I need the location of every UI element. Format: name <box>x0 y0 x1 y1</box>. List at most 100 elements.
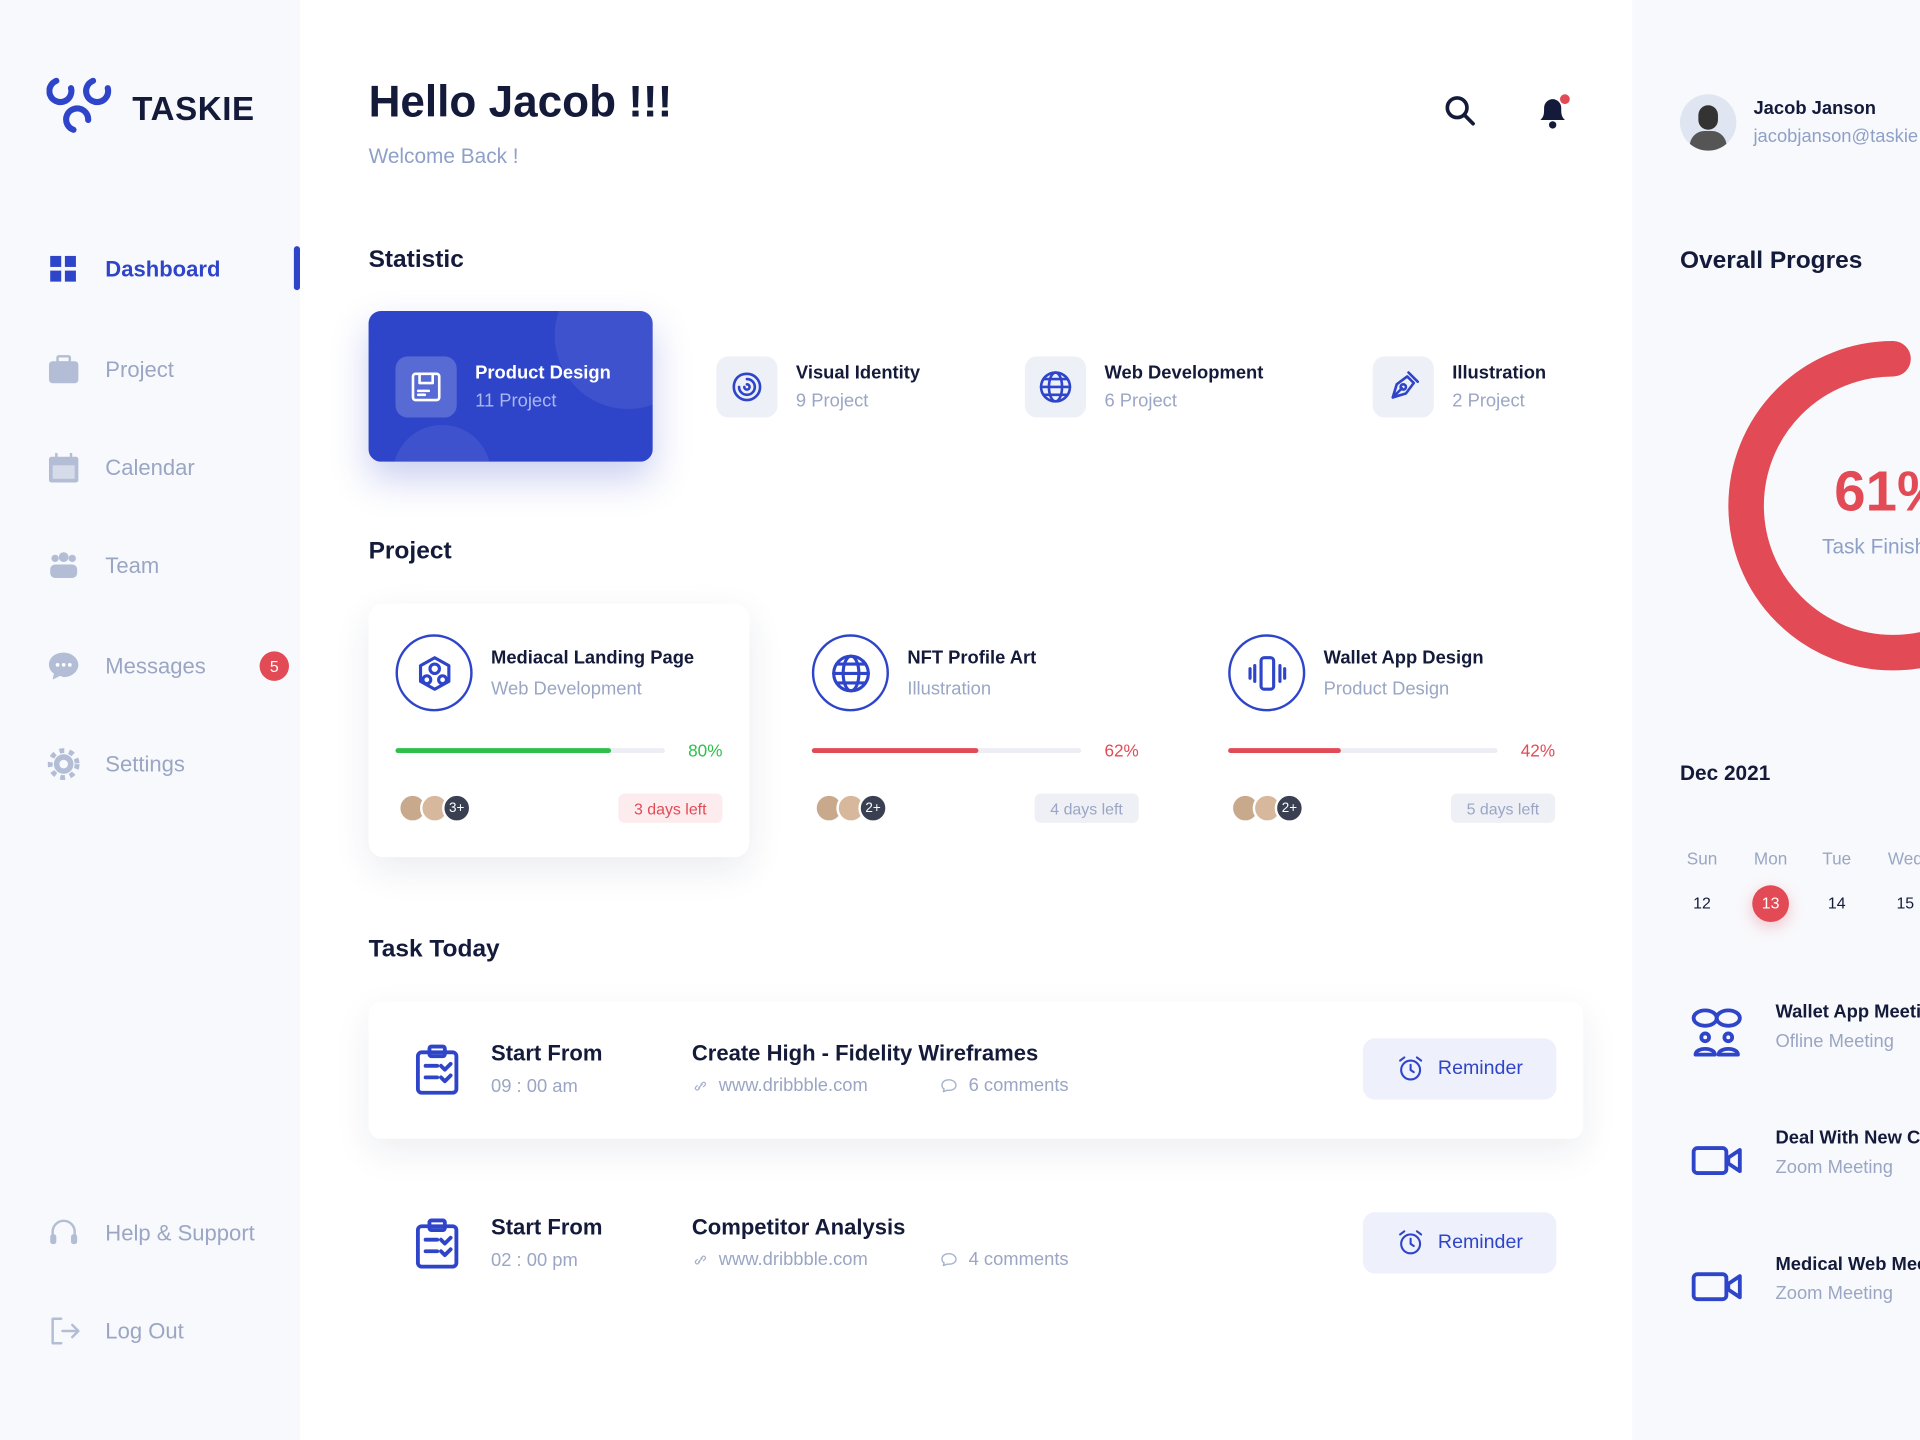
extra-members: 2+ <box>858 793 888 823</box>
task-row[interactable]: Start From 09 : 00 am Create High - Fideli… <box>368 1001 1584 1139</box>
meeting-type: Zoom Meeting <box>1775 1157 1893 1178</box>
messages-badge: 5 <box>259 651 289 681</box>
task-row[interactable]: Start From 02 : 00 pm Competitor Analysis w… <box>369 1176 1584 1313</box>
stat-card-illustration[interactable]: Illustration 2 Project <box>1372 311 1546 462</box>
days-left-badge: 4 days left <box>1034 793 1139 823</box>
task-title: Competitor Analysis <box>691 1214 906 1240</box>
days-left-badge: 3 days left <box>618 793 723 823</box>
reminder-button[interactable]: Reminder <box>1362 1212 1557 1274</box>
team-icon <box>50 552 78 578</box>
sidebar-item-settings[interactable]: Settings <box>47 740 298 789</box>
progress-percent: 80% <box>688 740 723 761</box>
sidebar: TASKIE Dashboard Project Calendar Team Messa… <box>0 0 301 1440</box>
spiral-icon <box>732 371 762 401</box>
calendar-date[interactable]: 12 <box>1693 893 1711 913</box>
sidebar-item-label: Settings <box>105 751 185 776</box>
calendar-date[interactable]: 14 <box>1827 893 1846 913</box>
project-icon <box>1228 634 1306 712</box>
meeting-title: Deal With New Client <box>1775 1127 1920 1149</box>
sidebar-item-calendar[interactable]: Calendar <box>47 443 298 492</box>
project-card[interactable]: NFT Profile Art Illustration 62% 2+ 4 days l… <box>785 604 1166 857</box>
project-icon <box>811 634 889 712</box>
link-icon <box>694 1254 707 1264</box>
globe-icon <box>1039 370 1072 403</box>
calendar-date-selected[interactable]: 13 <box>1752 885 1789 923</box>
project-title: NFT Profile Art <box>907 647 1037 669</box>
stat-count: 6 Project <box>1104 390 1177 411</box>
extra-members: 2+ <box>1274 793 1305 823</box>
comment-icon <box>941 1252 957 1266</box>
sidebar-item-help-support[interactable]: Help & Support <box>47 1209 298 1258</box>
link-icon <box>694 1081 707 1090</box>
progress-percent: 62% <box>1104 740 1139 761</box>
task-today-title: Task Today <box>368 935 500 963</box>
clipboard-icon <box>415 1044 459 1095</box>
weekday-label: Sun <box>1686 848 1718 869</box>
project-card[interactable]: Wallet App Design Product Design 42% 2+ 5 da… <box>1201 604 1582 857</box>
meeting-item[interactable]: Medical Web Meeting Zoom Meeting <box>1690 1254 1920 1315</box>
task-comments[interactable]: 6 comments <box>939 1075 1069 1096</box>
project-card[interactable]: Mediacal Landing Page Web Development 80% 3… <box>368 603 750 858</box>
sidebar-item-label: Team <box>105 552 160 578</box>
task-title: Create High - Fidelity Wireframes <box>691 1040 1039 1066</box>
clipboard-icon <box>415 1218 459 1269</box>
stat-card-visual-identity[interactable]: Visual Identity 9 Project <box>716 311 920 462</box>
weekday-label: Wed <box>1887 848 1920 869</box>
taskie-logo-icon <box>46 77 112 133</box>
progress-bar <box>395 748 665 754</box>
weekday-label: Mon <box>1753 848 1788 869</box>
reminder-button[interactable]: Reminder <box>1362 1038 1557 1100</box>
app-name: TASKIE <box>132 90 255 128</box>
meeting-title: Medical Web Meeting <box>1775 1253 1920 1275</box>
stat-title: Web Development <box>1104 361 1264 383</box>
stat-icon-box <box>1372 355 1434 417</box>
sidebar-item-team[interactable]: Team <box>47 541 298 590</box>
meeting-title: Wallet App Meeting <box>1775 1001 1920 1023</box>
task-link-text[interactable]: www.dribbble.com <box>718 1075 868 1096</box>
stat-icon-box <box>716 355 778 417</box>
user-email: jacobjanson@taskie <box>1753 126 1919 147</box>
alarm-icon <box>1399 1056 1423 1081</box>
notification-bell-icon[interactable] <box>1536 92 1573 131</box>
stat-card-web-development[interactable]: Web Development 6 Project <box>1024 311 1264 462</box>
task-comments-text: 6 comments <box>968 1075 1069 1096</box>
briefcase-icon <box>48 355 79 384</box>
progress-bar <box>811 748 1082 754</box>
meeting-item[interactable]: Wallet App Meeting Ofline Meeting <box>1690 1002 1920 1063</box>
overall-progress-title: Overall Progres <box>1680 247 1863 275</box>
search-icon[interactable] <box>1444 94 1478 128</box>
task-start-label: Start From <box>491 1040 603 1066</box>
task-comments[interactable]: 4 comments <box>939 1249 1069 1270</box>
sidebar-item-project[interactable]: Project <box>47 345 298 394</box>
headset-icon <box>50 1219 78 1245</box>
member-avatars: 2+ <box>1230 793 1305 823</box>
stat-card-product-design[interactable]: Product Design 11 Project <box>368 311 653 462</box>
stat-icon-box <box>395 355 457 417</box>
right-panel: Jacob Janson jacobjanson@taskie Overall … <box>1632 0 1920 1440</box>
sidebar-item-label: Log Out <box>105 1318 184 1343</box>
people-chat-icon <box>1691 1008 1742 1057</box>
meeting-item[interactable]: Deal With New Client Zoom Meeting <box>1690 1128 1920 1189</box>
active-indicator <box>293 246 301 291</box>
task-link[interactable]: www.dribbble.com <box>692 1249 868 1270</box>
progress-fill <box>811 748 979 754</box>
task-link-text[interactable]: www.dribbble.com <box>718 1248 868 1270</box>
extra-members: 3+ <box>442 793 472 823</box>
days-left-badge: 5 days left <box>1450 793 1556 823</box>
avatar[interactable] <box>1680 94 1737 151</box>
sidebar-item-messages[interactable]: Messages 5 <box>47 642 298 691</box>
progress-percent: 42% <box>1520 740 1556 761</box>
statistic-title: Statistic <box>368 246 464 274</box>
meeting-type: Zoom Meeting <box>1775 1283 1893 1305</box>
sidebar-item-label: Help & Support <box>105 1220 255 1245</box>
weekday-label: Tue <box>1822 848 1852 869</box>
sidebar-item-log-out[interactable]: Log Out <box>47 1307 298 1356</box>
task-time: 02 : 00 pm <box>491 1250 578 1272</box>
task-link[interactable]: www.dribbble.com <box>692 1075 868 1096</box>
task-time: 09 : 00 am <box>491 1076 578 1098</box>
member-avatars: 3+ <box>397 793 472 823</box>
calendar-date[interactable]: 15 <box>1896 893 1915 913</box>
welcome-subtitle: Welcome Back ! <box>368 144 519 168</box>
reminder-label: Reminder <box>1437 1057 1523 1079</box>
sidebar-item-dashboard[interactable]: Dashboard <box>47 245 298 294</box>
